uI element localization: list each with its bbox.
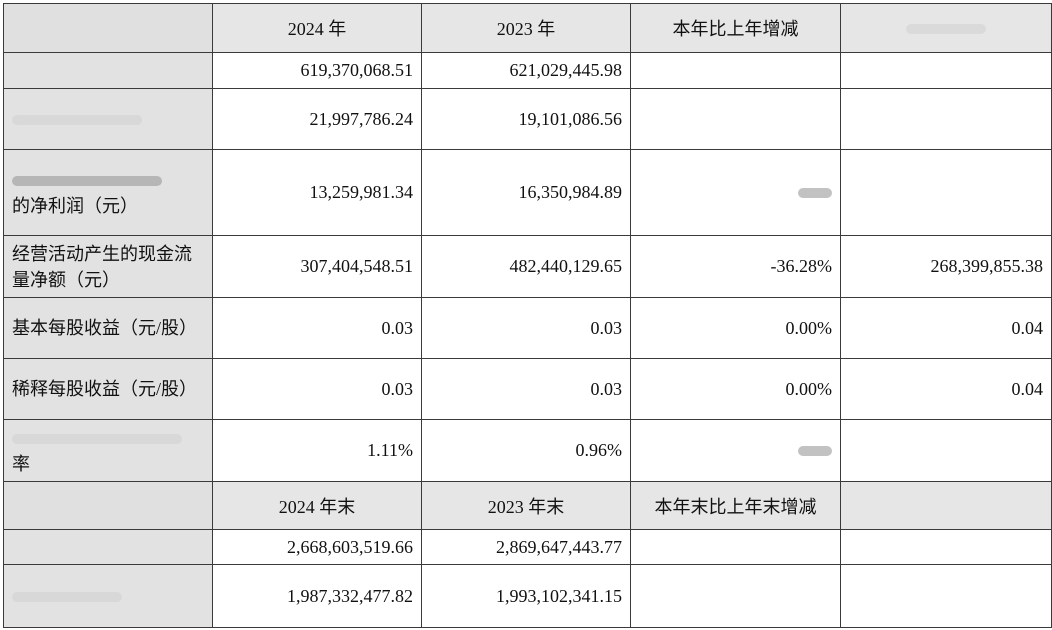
row-label: 稀释每股收益（元/股） (3, 358, 213, 420)
value-2023: 1,993,102,341.15 (421, 564, 631, 628)
table-row: 21,997,786.24 19,101,086.56 (3, 88, 1052, 150)
value-2023: 0.03 (421, 297, 631, 359)
row-label: 基本每股收益（元/股） (3, 297, 213, 359)
row-label: 经营活动产生的现金流量净额（元） (3, 235, 213, 298)
value-2022: 268,399,855.38 (840, 235, 1052, 298)
value-change (630, 564, 841, 628)
row-label: 率 (3, 419, 213, 482)
table-row: 的净利润（元） 13,259,981.34 16,350,984.89 (3, 149, 1052, 236)
header-2022-end (840, 481, 1052, 530)
value-2023: 482,440,129.65 (421, 235, 631, 298)
value-2024: 21,997,786.24 (212, 88, 422, 150)
value-2024: 1.11% (212, 419, 422, 482)
value-2022: 0.04 (840, 358, 1052, 420)
value-2024: 2,668,603,519.66 (212, 529, 422, 565)
value-change (630, 419, 841, 482)
table-row: 经营活动产生的现金流量净额（元） 307,404,548.51 482,440,… (3, 235, 1052, 298)
header-2022 (840, 3, 1052, 53)
table-header-row: 2024 年 2023 年 本年比上年增减 (3, 3, 1052, 53)
row-label-text: 率 (12, 453, 30, 474)
value-2022 (840, 52, 1052, 89)
row-label: 的净利润（元） (3, 149, 213, 236)
value-2022 (840, 149, 1052, 236)
value-change (630, 529, 841, 565)
table-row: 2,668,603,519.66 2,869,647,443.77 (3, 529, 1052, 565)
value-2023: 2,869,647,443.77 (421, 529, 631, 565)
value-2022 (840, 529, 1052, 565)
value-change: 0.00% (630, 358, 841, 420)
value-2024: 1,987,332,477.82 (212, 564, 422, 628)
header-change: 本年比上年增减 (630, 3, 841, 53)
header-2024-end: 2024 年末 (212, 481, 422, 530)
row-label (3, 52, 213, 89)
financial-summary-table: 2024 年 2023 年 本年比上年增减 619,370,068.51 621… (3, 3, 1052, 628)
table-row: 基本每股收益（元/股） 0.03 0.03 0.00% 0.04 (3, 297, 1052, 359)
value-2024: 0.03 (212, 358, 422, 420)
value-2023: 0.96% (421, 419, 631, 482)
value-2022 (840, 419, 1052, 482)
table-row: 619,370,068.51 621,029,445.98 (3, 52, 1052, 89)
header-2023: 2023 年 (421, 3, 631, 53)
value-change (630, 149, 841, 236)
header-2024: 2024 年 (212, 3, 422, 53)
value-change (630, 88, 841, 150)
header-label-cell (3, 481, 213, 530)
value-2024: 0.03 (212, 297, 422, 359)
table-row: 稀释每股收益（元/股） 0.03 0.03 0.00% 0.04 (3, 358, 1052, 420)
value-2022: 0.04 (840, 297, 1052, 359)
value-2024: 307,404,548.51 (212, 235, 422, 298)
header-2023-end: 2023 年末 (421, 481, 631, 530)
value-change: 0.00% (630, 297, 841, 359)
value-change (630, 52, 841, 89)
value-2023: 19,101,086.56 (421, 88, 631, 150)
value-2024: 619,370,068.51 (212, 52, 422, 89)
row-label-text: 的净利润（元） (12, 195, 138, 216)
table-header-row: 2024 年末 2023 年末 本年末比上年末增减 (3, 481, 1052, 530)
table-row: 1,987,332,477.82 1,993,102,341.15 (3, 564, 1052, 628)
value-2022 (840, 564, 1052, 628)
value-2023: 621,029,445.98 (421, 52, 631, 89)
value-2022 (840, 88, 1052, 150)
value-2023: 0.03 (421, 358, 631, 420)
value-change: -36.28% (630, 235, 841, 298)
row-label (3, 88, 213, 150)
row-label (3, 529, 213, 565)
table-row: 率 1.11% 0.96% (3, 419, 1052, 482)
row-label (3, 564, 213, 628)
header-label-cell (3, 3, 213, 53)
value-2024: 13,259,981.34 (212, 149, 422, 236)
header-change-end: 本年末比上年末增减 (630, 481, 841, 530)
value-2023: 16,350,984.89 (421, 149, 631, 236)
